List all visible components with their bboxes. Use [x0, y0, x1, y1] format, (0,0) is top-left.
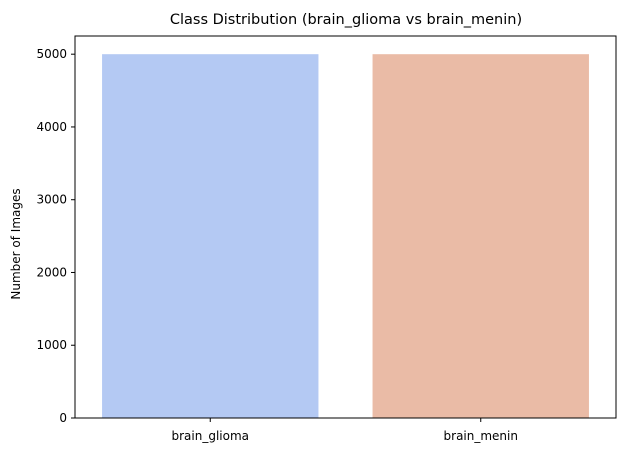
- plot-frame: [74, 35, 617, 419]
- y-tick-label: 0: [59, 411, 67, 425]
- bars-group: [102, 54, 589, 418]
- chart-title: Class Distribution (brain_glioma vs brai…: [170, 12, 522, 28]
- y-tick-label: 2000: [36, 265, 67, 279]
- y-axis-label: Number of Images: [9, 188, 23, 299]
- y-tick-label: 5000: [36, 47, 67, 61]
- y-tick-label: 4000: [36, 120, 67, 134]
- y-axis-ticks: 0 1000 2000 3000 4000 5000: [36, 47, 75, 425]
- y-tick-label: 3000: [36, 193, 67, 207]
- x-tick-label: brain_menin: [444, 429, 518, 443]
- x-tick-label: brain_glioma: [171, 429, 249, 443]
- x-axis-ticks: brain_glioma brain_menin: [171, 418, 518, 443]
- bar-brain_glioma: [102, 54, 319, 418]
- bar-brain_menin: [372, 54, 589, 418]
- y-tick-label: 1000: [36, 338, 67, 352]
